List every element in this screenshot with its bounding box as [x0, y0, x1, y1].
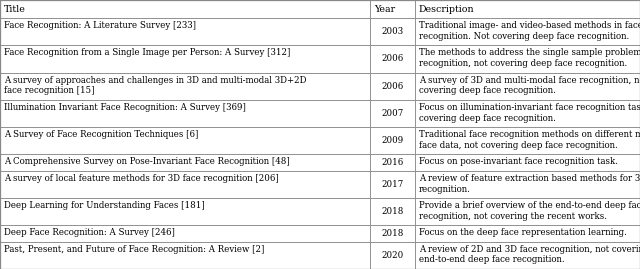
Bar [370, 171, 415, 198]
Bar [370, 100, 415, 127]
Bar [415, 18, 640, 45]
Text: Focus on the deep face representation learning.: Focus on the deep face representation le… [419, 228, 627, 237]
Text: 2018: 2018 [381, 207, 403, 216]
Text: Focus on illumination-invariant face recognition task, not
covering deep face re: Focus on illumination-invariant face rec… [419, 103, 640, 123]
Text: 2007: 2007 [381, 109, 403, 118]
Bar [0, 198, 370, 225]
Text: Deep Learning for Understanding Faces [181]: Deep Learning for Understanding Faces [1… [4, 201, 205, 210]
Bar [0, 73, 370, 100]
Bar [0, 242, 370, 269]
Text: The methods to address the single sample problem in face
recognition, not coveri: The methods to address the single sample… [419, 48, 640, 68]
Bar [370, 0, 415, 18]
Bar [370, 198, 415, 225]
Bar [0, 0, 370, 18]
Bar [0, 127, 370, 154]
Bar [415, 225, 640, 242]
Text: A survey of approaches and challenges in 3D and multi-modal 3D+2D
face recogniti: A survey of approaches and challenges in… [4, 76, 307, 95]
Text: 2020: 2020 [381, 251, 403, 260]
Text: Face Recognition from a Single Image per Person: A Survey [312]: Face Recognition from a Single Image per… [4, 48, 291, 57]
Bar [0, 154, 370, 171]
Text: A review of feature extraction based methods for 3D face
recognition.: A review of feature extraction based met… [419, 174, 640, 193]
Bar [415, 171, 640, 198]
Bar [0, 18, 370, 45]
Bar [370, 225, 415, 242]
Text: Description: Description [419, 5, 474, 13]
Bar [0, 45, 370, 73]
Text: Past, Present, and Future of Face Recognition: A Review [2]: Past, Present, and Future of Face Recogn… [4, 245, 264, 254]
Bar [415, 45, 640, 73]
Bar [0, 225, 370, 242]
Text: Deep Face Recognition: A Survey [246]: Deep Face Recognition: A Survey [246] [4, 228, 175, 237]
Bar [415, 127, 640, 154]
Bar [370, 18, 415, 45]
Text: 2017: 2017 [381, 180, 403, 189]
Text: A Comprehensive Survey on Pose-Invariant Face Recognition [48]: A Comprehensive Survey on Pose-Invariant… [4, 157, 290, 166]
Text: Title: Title [4, 5, 26, 13]
Text: 2018: 2018 [381, 229, 403, 238]
Text: Face Recognition: A Literature Survey [233]: Face Recognition: A Literature Survey [2… [4, 21, 196, 30]
Text: A review of 2D and 3D face recognition, not covering
end-to-end deep face recogn: A review of 2D and 3D face recognition, … [419, 245, 640, 264]
Text: Traditional face recognition methods on different modal
face data, not covering : Traditional face recognition methods on … [419, 130, 640, 150]
Text: Illumination Invariant Face Recognition: A Survey [369]: Illumination Invariant Face Recognition:… [4, 103, 246, 112]
Bar [415, 73, 640, 100]
Text: Year: Year [374, 5, 395, 13]
Bar [415, 198, 640, 225]
Text: A survey of local feature methods for 3D face recognition [206]: A survey of local feature methods for 3D… [4, 174, 279, 183]
Bar [415, 242, 640, 269]
Text: 2006: 2006 [381, 82, 403, 91]
Text: 2016: 2016 [381, 158, 403, 167]
Text: Focus on pose-invariant face recognition task.: Focus on pose-invariant face recognition… [419, 157, 618, 166]
Text: 2006: 2006 [381, 54, 403, 63]
Text: A survey of 3D and multi-modal face recognition, not
covering deep face recognit: A survey of 3D and multi-modal face reco… [419, 76, 640, 95]
Text: Provide a brief overview of the end-to-end deep face
recognition, not covering t: Provide a brief overview of the end-to-e… [419, 201, 640, 221]
Text: A Survey of Face Recognition Techniques [6]: A Survey of Face Recognition Techniques … [4, 130, 198, 139]
Bar [370, 127, 415, 154]
Bar [370, 73, 415, 100]
Text: Traditional image- and video-based methods in face
recognition. Not covering dee: Traditional image- and video-based metho… [419, 21, 640, 41]
Text: 2003: 2003 [381, 27, 403, 36]
Bar [415, 100, 640, 127]
Bar [415, 0, 640, 18]
Bar [370, 242, 415, 269]
Bar [370, 45, 415, 73]
Bar [370, 154, 415, 171]
Bar [415, 154, 640, 171]
Bar [0, 171, 370, 198]
Text: 2009: 2009 [381, 136, 403, 145]
Bar [0, 100, 370, 127]
